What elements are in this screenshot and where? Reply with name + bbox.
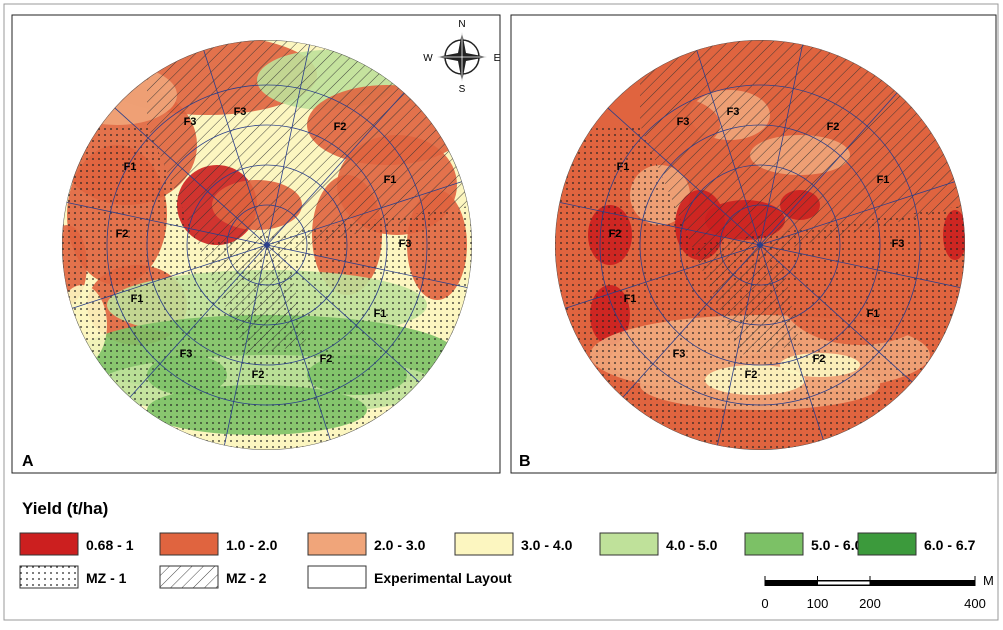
legend-swatch: [160, 533, 218, 555]
pivot: [264, 242, 270, 248]
zone-label: F2: [320, 353, 333, 365]
zone-label: F3: [234, 106, 247, 118]
zone-label: F2: [252, 369, 265, 381]
zone-label: F3: [184, 116, 197, 128]
scale-label: 200: [859, 596, 881, 611]
legend-title: Yield (t/ha): [22, 499, 108, 518]
zone-label: F2: [827, 121, 840, 133]
zone-label: F3: [180, 348, 193, 360]
legend-label: 3.0 - 4.0: [521, 537, 573, 553]
scale-bar-segment: [818, 582, 871, 585]
compass-label: E: [494, 53, 501, 64]
legend-swatch: [20, 533, 78, 555]
zone-label: F1: [374, 308, 387, 320]
figure: F3 F3 F2 F1 F1 F2 F3 F1 F1 F3 F2 F2 A F3 F3 F2 F1 F1 F2 F3 F…: [0, 0, 1003, 625]
zone-label: F3: [399, 238, 412, 250]
zone-label: F1: [867, 308, 880, 320]
zone-label: F1: [124, 161, 137, 173]
scale-label: 100: [807, 596, 829, 611]
legend-label: 5.0 - 6.0: [811, 537, 863, 553]
zone-label: F1: [877, 174, 890, 186]
scale-label: 0: [761, 596, 768, 611]
zone-label: F1: [384, 174, 397, 186]
scale-label: 400: [964, 596, 986, 611]
zone-label: F2: [609, 228, 622, 240]
zone-label: F3: [673, 348, 686, 360]
legend-label: MZ - 2: [226, 570, 267, 586]
pivot: [757, 242, 763, 248]
legend-swatch: [160, 566, 218, 588]
zone-label: F2: [116, 228, 129, 240]
zone-label: F2: [745, 369, 758, 381]
legend-swatch: [858, 533, 916, 555]
zone-label: F1: [617, 161, 630, 173]
zone-label: F3: [677, 116, 690, 128]
zone-label: F3: [727, 106, 740, 118]
panel-label: A: [22, 453, 34, 470]
legend-label: 0.68 - 1: [86, 537, 134, 553]
legend-swatch: [455, 533, 513, 555]
panel-label: B: [519, 453, 531, 470]
legend-swatch: [745, 533, 803, 555]
legend-label: 1.0 - 2.0: [226, 537, 278, 553]
legend-label: MZ - 1: [86, 570, 127, 586]
compass-label: S: [459, 84, 466, 95]
legend-swatch: [20, 566, 78, 588]
legend-label: Experimental Layout: [374, 570, 512, 586]
legend-label: 4.0 - 5.0: [666, 537, 718, 553]
scale-unit: M: [983, 573, 994, 588]
zone-label: F2: [813, 353, 826, 365]
legend-label: 2.0 - 3.0: [374, 537, 426, 553]
legend-label: 6.0 - 6.7: [924, 537, 976, 553]
legend-swatch: [600, 533, 658, 555]
zone-label: F2: [334, 121, 347, 133]
zone-label: F1: [624, 293, 637, 305]
zone-label: F1: [131, 293, 144, 305]
legend-swatch: [308, 566, 366, 588]
compass-label: N: [458, 19, 465, 30]
compass-label: W: [423, 53, 433, 64]
legend-swatch: [308, 533, 366, 555]
zone-label: F3: [892, 238, 905, 250]
